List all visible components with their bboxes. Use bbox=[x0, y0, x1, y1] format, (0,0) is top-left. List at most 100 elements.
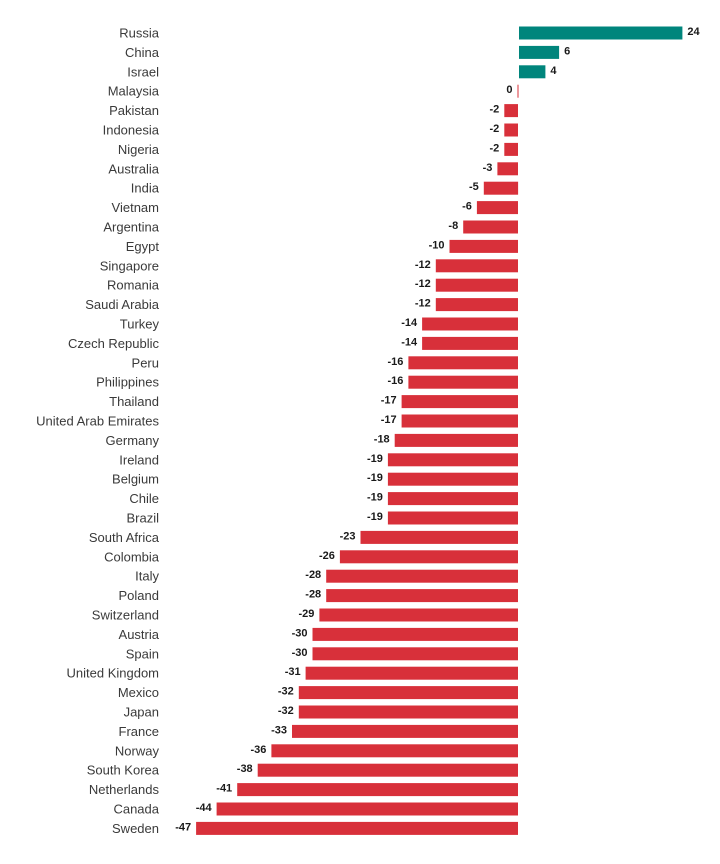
value-label: -5 bbox=[469, 181, 479, 193]
value-label: -19 bbox=[367, 492, 383, 504]
bar bbox=[305, 666, 518, 680]
category-label: Argentina bbox=[103, 220, 159, 235]
value-label: -2 bbox=[490, 104, 500, 116]
category-label: United Kingdom bbox=[67, 666, 160, 681]
value-label: -23 bbox=[340, 530, 356, 542]
category-label: Russia bbox=[119, 26, 160, 41]
category-label: Philippines bbox=[96, 375, 159, 390]
category-label: Poland bbox=[119, 588, 159, 603]
bar bbox=[360, 530, 518, 544]
bar bbox=[216, 802, 518, 816]
bar bbox=[387, 492, 518, 506]
category-label: Saudi Arabia bbox=[85, 297, 159, 312]
value-label: -17 bbox=[381, 395, 397, 407]
value-label: -12 bbox=[415, 278, 431, 290]
value-label: -41 bbox=[216, 783, 232, 795]
category-label: Thailand bbox=[109, 394, 159, 409]
value-label: -19 bbox=[367, 511, 383, 523]
value-label: -14 bbox=[401, 336, 418, 348]
value-label: -38 bbox=[237, 763, 253, 775]
value-label: -30 bbox=[292, 627, 308, 639]
bar bbox=[504, 123, 518, 137]
value-label: -28 bbox=[305, 589, 321, 601]
value-label: -6 bbox=[462, 201, 472, 213]
category-label: Romania bbox=[107, 278, 160, 293]
bar bbox=[326, 569, 518, 583]
bar bbox=[519, 45, 560, 59]
value-label: 24 bbox=[687, 26, 700, 38]
category-label: Belgium bbox=[112, 472, 159, 487]
category-label: United Arab Emirates bbox=[36, 414, 159, 429]
category-label: Czech Republic bbox=[68, 336, 160, 351]
value-label: 4 bbox=[550, 65, 557, 77]
category-label: Norway bbox=[115, 743, 160, 758]
category-label: Egypt bbox=[126, 239, 160, 254]
value-label: -32 bbox=[278, 686, 294, 698]
category-label: Peru bbox=[132, 355, 159, 370]
bar bbox=[408, 375, 518, 389]
value-label: -10 bbox=[429, 239, 445, 251]
value-label: -29 bbox=[298, 608, 314, 620]
category-label: Sweden bbox=[112, 821, 159, 836]
value-label: -8 bbox=[448, 220, 458, 232]
value-label: -14 bbox=[401, 317, 418, 329]
category-label: Germany bbox=[106, 433, 160, 448]
bar bbox=[476, 201, 518, 215]
bar bbox=[408, 356, 518, 370]
category-label: Singapore bbox=[100, 258, 159, 273]
value-label: -2 bbox=[490, 123, 500, 135]
value-label: -2 bbox=[490, 142, 500, 154]
category-label: Vietnam bbox=[112, 200, 159, 215]
value-label: 0 bbox=[506, 84, 512, 96]
value-label: -19 bbox=[367, 453, 383, 465]
category-label: South Africa bbox=[89, 530, 160, 545]
bar bbox=[435, 259, 518, 273]
category-label: India bbox=[131, 181, 160, 196]
category-label: China bbox=[125, 45, 160, 60]
bars-layer bbox=[196, 26, 683, 835]
category-label: Canada bbox=[113, 802, 159, 817]
category-label: Switzerland bbox=[92, 608, 159, 623]
value-label: -26 bbox=[319, 550, 335, 562]
value-label: -32 bbox=[278, 705, 294, 717]
value-label: -19 bbox=[367, 472, 383, 484]
value-labels-layer: 24 64 0 -2 -2 -2 -3 -5 -6 -8-10 -12 -12 -12 -14 -14 -16… bbox=[175, 26, 700, 833]
category-label: France bbox=[119, 724, 159, 739]
value-label: -3 bbox=[483, 162, 493, 174]
bar bbox=[339, 550, 518, 564]
bar bbox=[401, 395, 518, 409]
bar bbox=[519, 26, 683, 40]
category-label: Ireland bbox=[119, 452, 159, 467]
category-label: Colombia bbox=[104, 549, 160, 564]
value-label: -17 bbox=[381, 414, 397, 426]
value-label: 6 bbox=[564, 45, 570, 57]
bar bbox=[387, 511, 518, 525]
bar bbox=[401, 414, 518, 428]
bar bbox=[519, 65, 546, 79]
category-label: Indonesia bbox=[103, 123, 160, 138]
bar bbox=[504, 142, 518, 156]
bar bbox=[387, 472, 518, 486]
category-label: Turkey bbox=[120, 317, 160, 332]
value-label: -47 bbox=[175, 821, 191, 833]
bar bbox=[422, 317, 518, 331]
value-label: -12 bbox=[415, 298, 431, 310]
value-label: -30 bbox=[292, 647, 308, 659]
bar bbox=[387, 453, 518, 467]
category-label: South Korea bbox=[87, 763, 160, 778]
bar bbox=[292, 724, 518, 738]
country-labels-layer: Russia China Israel Malaysia Pakistan Indones… bbox=[36, 26, 160, 836]
category-label: Chile bbox=[129, 491, 159, 506]
bar bbox=[422, 336, 518, 350]
value-label: -16 bbox=[387, 356, 403, 368]
category-label: Mexico bbox=[118, 685, 159, 700]
value-label: -33 bbox=[271, 724, 287, 736]
value-label: -44 bbox=[196, 802, 213, 814]
category-label: Australia bbox=[108, 161, 159, 176]
bar bbox=[394, 433, 518, 447]
bar bbox=[326, 589, 518, 603]
value-label: -12 bbox=[415, 259, 431, 271]
category-label: Nigeria bbox=[118, 142, 160, 157]
